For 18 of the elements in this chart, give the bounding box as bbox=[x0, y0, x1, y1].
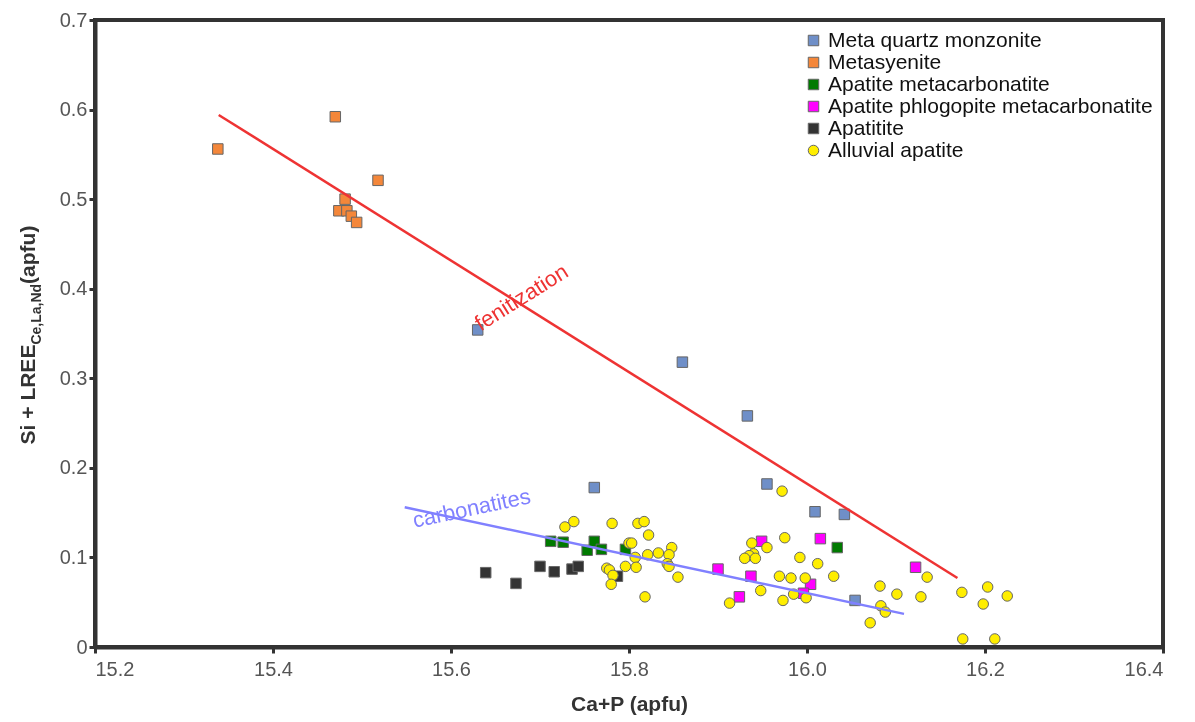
y-tick-label: 0.3 bbox=[59, 366, 88, 389]
x-tick-label: 15.4 bbox=[254, 657, 293, 680]
y-tick-label: 0.4 bbox=[59, 277, 88, 300]
y-tick-label: 0.7 bbox=[59, 8, 88, 31]
x-tick-label: 16.2 bbox=[966, 657, 1005, 680]
annotation: carbonatites bbox=[410, 483, 533, 533]
x-tick-label: 15.8 bbox=[610, 657, 649, 680]
y-tick-label: 0 bbox=[76, 635, 88, 658]
y-tick-label: 0.5 bbox=[59, 187, 88, 210]
y-tick-label: 0.2 bbox=[59, 456, 88, 479]
legend-label: Meta quartz monzonite bbox=[828, 27, 1042, 51]
x-tick-label: 15.2 bbox=[95, 657, 135, 680]
y-tick-label: 0.6 bbox=[59, 98, 88, 121]
x-tick-label: 16.0 bbox=[788, 657, 827, 680]
x-axis-title: Ca+P (apfu) bbox=[571, 691, 688, 715]
y-tick-label: 0.1 bbox=[59, 545, 88, 568]
x-tick-label: 15.6 bbox=[432, 657, 471, 680]
x-tick-label: 16.4 bbox=[1124, 657, 1164, 680]
